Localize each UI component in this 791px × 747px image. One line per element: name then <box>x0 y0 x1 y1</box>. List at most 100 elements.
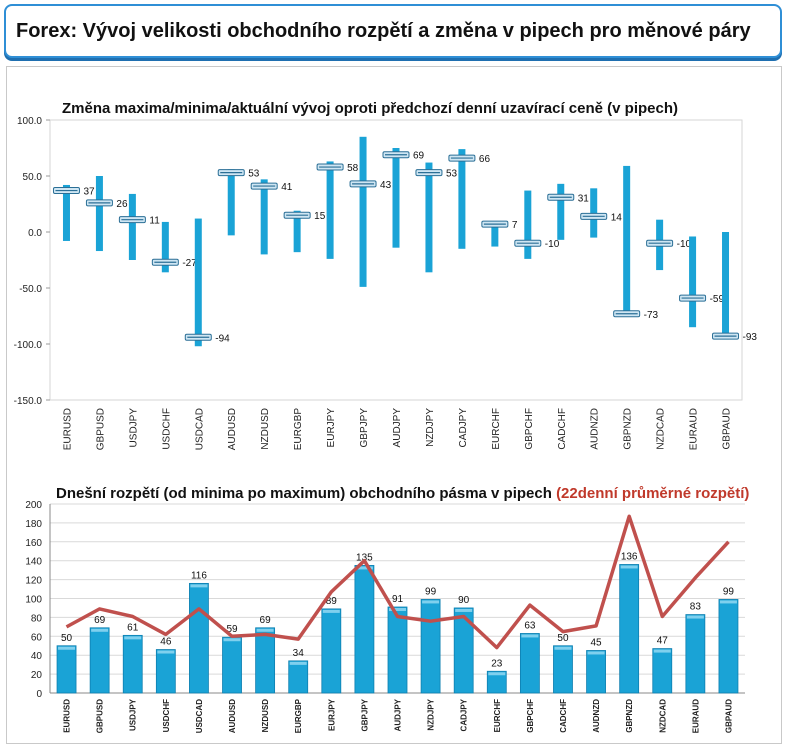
chart2-bar <box>288 660 309 694</box>
chart2-category-label: GBPAUD <box>724 699 733 733</box>
chart1-category-label: CADCHF <box>557 408 568 450</box>
chart2-bar <box>486 670 507 694</box>
chart2-bar-highlight <box>190 584 208 588</box>
chart2-bar <box>321 608 342 694</box>
chart2-bar-highlight <box>355 566 373 570</box>
chart2-bar <box>189 582 209 694</box>
chart1-category-label: USDJPY <box>128 408 139 448</box>
chart1-plot-area <box>49 119 743 401</box>
chart2-bar <box>652 648 673 694</box>
chart2-ytick-label: 60 <box>31 632 43 643</box>
chart2-category-label: USDCAD <box>195 699 204 733</box>
chart2-average-line <box>65 514 730 650</box>
chart2-ytick-label: 180 <box>25 519 42 530</box>
chart2-bar <box>387 606 408 694</box>
chart1-range-bar <box>227 169 235 236</box>
chart2-bar-highlight <box>620 565 638 569</box>
chart2-category-label: EURJPY <box>327 698 336 731</box>
chart2-category-label: AUDJPY <box>394 698 403 731</box>
chart2-bar <box>155 649 176 694</box>
chart1-range-bar <box>524 190 532 259</box>
chart2-bar <box>222 636 242 694</box>
chart2-ytick-label: 40 <box>31 651 43 662</box>
chart2-data-label: 89 <box>326 596 338 607</box>
chart2-data-label: 116 <box>191 570 207 581</box>
chart2-bar-highlight <box>686 615 704 619</box>
chart2-ytick-label: 160 <box>25 538 42 549</box>
chart2-bar <box>56 645 77 694</box>
chart1-category-label: GBPUSD <box>95 408 106 450</box>
chart2-data-label: 136 <box>621 551 638 562</box>
chart2-data-label: 61 <box>127 622 139 633</box>
chart2-ytick-label: 0 <box>36 689 42 700</box>
chart2-category-label: EURGBP <box>294 698 303 733</box>
chart2-bar-highlight <box>124 636 142 640</box>
chart1-category-label: GBPNZD <box>623 408 634 450</box>
chart2-bar-highlight <box>587 651 605 655</box>
chart2-data-label: 135 <box>356 552 373 563</box>
chart1-category-label: EURGBP <box>293 408 304 451</box>
chart2-category-label: NZDCAD <box>658 699 667 733</box>
chart2-category-label: GBPUSD <box>96 699 105 733</box>
chart1-data-label: -27 <box>182 258 197 269</box>
chart1-category-label: USDCHF <box>161 408 172 450</box>
chart1-range-bar <box>359 136 367 287</box>
chart2-ytick-label: 140 <box>25 557 42 568</box>
chart1-range-bar <box>161 221 169 273</box>
chart1-category-label: USDCAD <box>194 408 205 450</box>
chart1-category-label: NZDJPY <box>425 408 436 447</box>
chart2-ytick-label: 120 <box>25 576 42 587</box>
chart2-bar <box>519 633 540 694</box>
chart1-data-label: 26 <box>116 199 128 210</box>
chart1-data-label: 14 <box>611 212 623 223</box>
chart1-range-bar <box>95 176 103 252</box>
chart2-data-label: 50 <box>557 633 569 644</box>
chart1-range-bar <box>260 179 268 255</box>
chart1-range-bar <box>194 218 202 347</box>
chart1-data-label: 41 <box>281 182 293 193</box>
chart2-category-label: USDJPY <box>129 698 138 731</box>
chart2-bar <box>453 607 474 694</box>
chart2-bar <box>586 650 606 694</box>
chart2-data-label: 46 <box>160 637 172 648</box>
chart1-ytick-label: -50.0 <box>19 284 42 295</box>
chart2-data-label: 99 <box>425 586 437 597</box>
chart1-range-bar <box>62 184 70 241</box>
chart1-data-label: -73 <box>644 310 659 321</box>
chart2-bar-highlight <box>91 628 109 632</box>
chart2-bar-highlight <box>488 672 506 676</box>
chart2-bar <box>354 565 375 694</box>
page-header: Forex: Vývoj velikosti obchodního rozpět… <box>4 4 782 58</box>
chart2-data-label: 91 <box>392 594 404 605</box>
chart1-range-bar <box>425 162 433 273</box>
chart2-category-label: CADJPY <box>460 698 469 731</box>
chart1-range-bar <box>128 193 136 260</box>
chart2-data-label: 59 <box>226 624 238 635</box>
chart2-data-label: 47 <box>657 636 669 647</box>
chart2-bar-highlight <box>422 600 440 604</box>
chart1-range-bar <box>623 165 631 316</box>
chart2-bar <box>718 599 739 694</box>
chart1-category-label: GBPAUD <box>722 408 733 450</box>
chart2-bar-highlight <box>389 608 406 612</box>
chart1-data-label: 66 <box>479 154 491 165</box>
chart1-category-label: EURCHF <box>491 408 502 450</box>
chart2-bar-highlight <box>223 638 241 642</box>
chart1-data-label: 43 <box>380 180 392 191</box>
chart1-category-label: GBPCHF <box>524 408 535 450</box>
chart2-bar <box>685 614 706 694</box>
chart1-range-bar <box>689 236 697 328</box>
chart2-title: Dnešní rozpětí (od minima po maximum) ob… <box>56 485 749 502</box>
chart1-range-bar <box>491 221 499 247</box>
chart1-data-label: 53 <box>248 169 260 180</box>
chart2-data-label: 90 <box>458 595 470 606</box>
chart2-bar-highlight <box>58 646 76 650</box>
page-title: Forex: Vývoj velikosti obchodního rozpět… <box>16 20 751 42</box>
chart1-data-label: 11 <box>149 216 160 227</box>
chart2-title-main: Dnešní rozpětí (od minima po maximum) ob… <box>56 485 552 502</box>
chart1-data-label: 37 <box>83 187 95 198</box>
chart2-bar-highlight <box>256 628 274 632</box>
chart2-bar <box>89 627 110 694</box>
chart2-bar-highlight <box>157 650 175 654</box>
